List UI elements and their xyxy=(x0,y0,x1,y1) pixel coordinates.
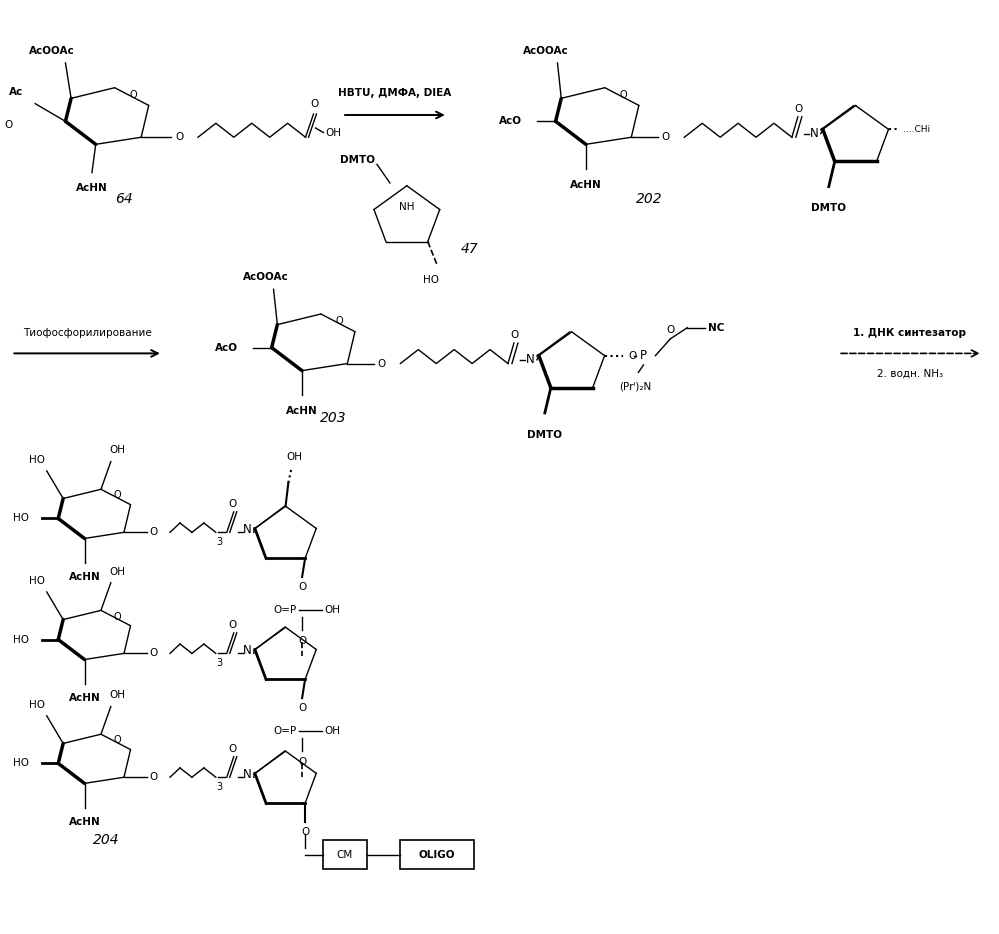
Text: 3: 3 xyxy=(217,658,223,668)
Text: AcHN: AcHN xyxy=(570,179,601,190)
Text: AcHN: AcHN xyxy=(69,693,100,703)
Text: O: O xyxy=(150,648,158,658)
Text: O: O xyxy=(336,316,344,326)
Text: HO: HO xyxy=(29,575,45,586)
Text: HO: HO xyxy=(13,758,29,769)
Text: O: O xyxy=(298,582,307,591)
Text: AcOOAc: AcOOAc xyxy=(29,46,75,56)
Text: Тиофосфорилирование: Тиофосфорилирование xyxy=(23,329,152,338)
Text: OH: OH xyxy=(110,690,126,700)
Text: O: O xyxy=(298,702,307,713)
Text: O=P: O=P xyxy=(274,726,297,736)
Text: AcHN: AcHN xyxy=(76,183,108,193)
Text: O: O xyxy=(114,612,121,621)
Text: N: N xyxy=(525,353,534,366)
Text: AcOOAc: AcOOAc xyxy=(523,46,569,56)
Text: O: O xyxy=(229,499,237,509)
Text: 203: 203 xyxy=(320,411,347,425)
Text: O: O xyxy=(298,636,307,645)
Text: OH: OH xyxy=(110,446,126,456)
Text: O: O xyxy=(311,99,319,109)
Text: 3: 3 xyxy=(217,782,223,792)
Text: O: O xyxy=(620,90,627,100)
Text: NH: NH xyxy=(400,202,415,212)
Text: 47: 47 xyxy=(461,242,479,256)
Text: Ac: Ac xyxy=(9,87,23,96)
Text: N: N xyxy=(244,523,252,536)
Text: 204: 204 xyxy=(93,833,119,847)
Bar xyxy=(323,840,367,870)
Text: O: O xyxy=(661,133,669,142)
Text: DMTO: DMTO xyxy=(811,204,846,213)
Text: HO: HO xyxy=(29,455,45,465)
Text: DMTO: DMTO xyxy=(340,155,375,164)
Text: O: O xyxy=(298,757,307,767)
Text: OH: OH xyxy=(286,452,302,462)
Text: O: O xyxy=(795,104,803,114)
Text: O: O xyxy=(378,359,386,369)
Text: O: O xyxy=(114,490,121,501)
Text: 2. водн. NH₃: 2. водн. NH₃ xyxy=(877,368,943,378)
Text: N: N xyxy=(244,644,252,658)
Text: P: P xyxy=(640,349,647,362)
Text: AcHN: AcHN xyxy=(69,573,100,582)
Text: AcO: AcO xyxy=(215,343,238,353)
Text: O: O xyxy=(229,620,237,630)
Text: O=P: O=P xyxy=(274,604,297,615)
Text: 3: 3 xyxy=(217,537,223,547)
Text: AcOOAc: AcOOAc xyxy=(243,272,289,282)
Text: O: O xyxy=(150,528,158,537)
Text: O: O xyxy=(301,827,310,837)
Text: O: O xyxy=(175,133,183,142)
Text: HO: HO xyxy=(29,700,45,710)
Text: HO: HO xyxy=(423,276,439,285)
Text: O: O xyxy=(114,735,121,745)
Text: O: O xyxy=(666,325,674,335)
Text: OH: OH xyxy=(324,726,340,736)
Text: O: O xyxy=(510,331,519,340)
Text: O: O xyxy=(229,744,237,754)
Text: NC: NC xyxy=(708,322,724,333)
Text: 1. ДНК синтезатор: 1. ДНК синтезатор xyxy=(853,329,966,338)
Text: 202: 202 xyxy=(635,192,662,206)
Text: OH: OH xyxy=(324,604,340,615)
Text: O: O xyxy=(150,772,158,783)
Text: N: N xyxy=(809,127,818,140)
Text: 64: 64 xyxy=(115,192,133,206)
Text: AcHN: AcHN xyxy=(69,817,100,828)
Text: AcHN: AcHN xyxy=(286,406,318,416)
Text: AcO: AcO xyxy=(499,117,521,126)
Bar xyxy=(400,840,475,870)
Text: O: O xyxy=(130,90,138,100)
Text: (Prᴵ)₂N: (Prᴵ)₂N xyxy=(619,382,651,391)
Text: O: O xyxy=(5,120,13,130)
Text: OH: OH xyxy=(326,128,342,137)
Text: O: O xyxy=(628,350,636,361)
Text: OH: OH xyxy=(110,567,126,576)
Text: HBTU, ДМФА, DIEA: HBTU, ДМФА, DIEA xyxy=(339,88,452,98)
Text: ....CHi: ....CHi xyxy=(903,125,931,134)
Text: HO: HO xyxy=(13,634,29,644)
Text: CM: CM xyxy=(337,850,353,859)
Text: OLIGO: OLIGO xyxy=(419,850,455,859)
Text: HO: HO xyxy=(13,514,29,523)
Text: DMTO: DMTO xyxy=(527,430,562,440)
Text: N: N xyxy=(244,768,252,781)
